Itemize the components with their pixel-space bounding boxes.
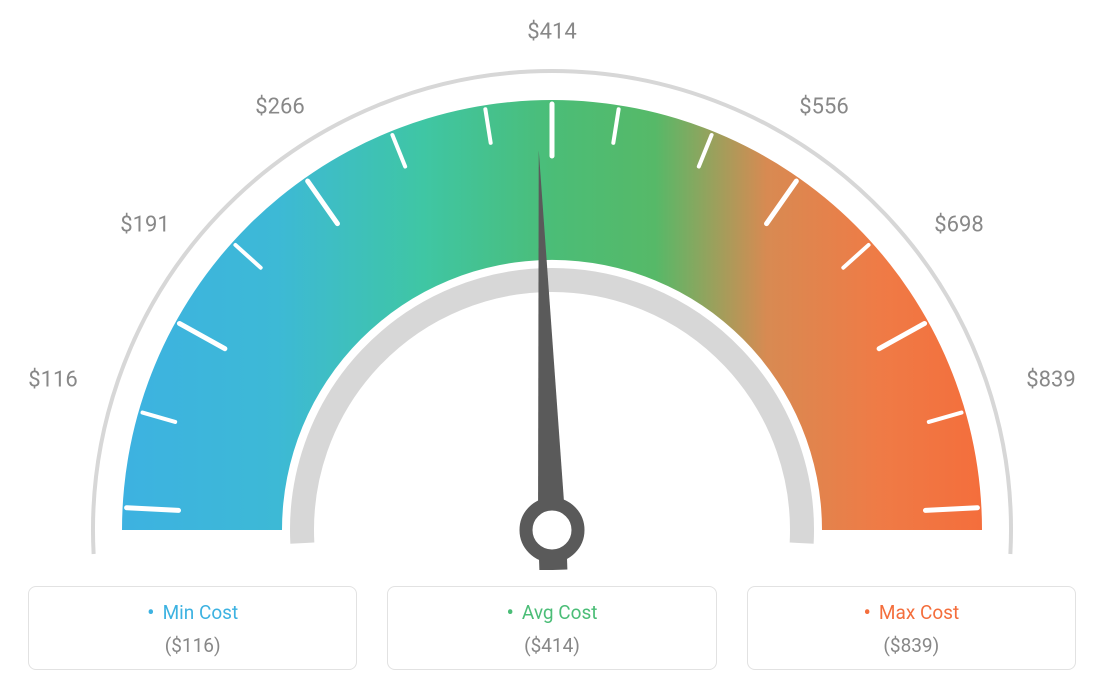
gauge-tick-label: $191	[120, 213, 169, 238]
cost-gauge-widget: $116 $191 $266 $414 $556 $698 $839 Min Cost ($…	[0, 0, 1104, 690]
legend-min-value: ($116)	[39, 634, 346, 657]
legend-min-card: Min Cost ($116)	[28, 586, 357, 670]
gauge-tick-label: $839	[1026, 368, 1075, 393]
gauge-chart: $116 $191 $266 $414 $556 $698 $839	[0, 0, 1104, 570]
gauge-tick-major	[127, 508, 179, 511]
gauge-tick-label: $116	[28, 368, 77, 393]
legend-avg-value: ($414)	[398, 634, 705, 657]
gauge-tick-label: $556	[799, 95, 848, 120]
legend-max-card: Max Cost ($839)	[747, 586, 1076, 670]
gauge-tick-label: $266	[255, 95, 304, 120]
legend-avg-label: Avg Cost	[398, 601, 705, 626]
gauge-tick-major	[925, 508, 977, 511]
gauge-tick-label: $414	[527, 20, 576, 45]
legend-max-value: ($839)	[758, 634, 1065, 657]
gauge-needle-hub	[526, 504, 578, 556]
legend-avg-card: Avg Cost ($414)	[387, 586, 716, 670]
gauge-tick-label: $698	[934, 213, 983, 238]
legend-min-label: Min Cost	[39, 601, 346, 626]
legend-row: Min Cost ($116) Avg Cost ($414) Max Cost…	[28, 586, 1076, 670]
legend-max-label: Max Cost	[758, 601, 1065, 626]
